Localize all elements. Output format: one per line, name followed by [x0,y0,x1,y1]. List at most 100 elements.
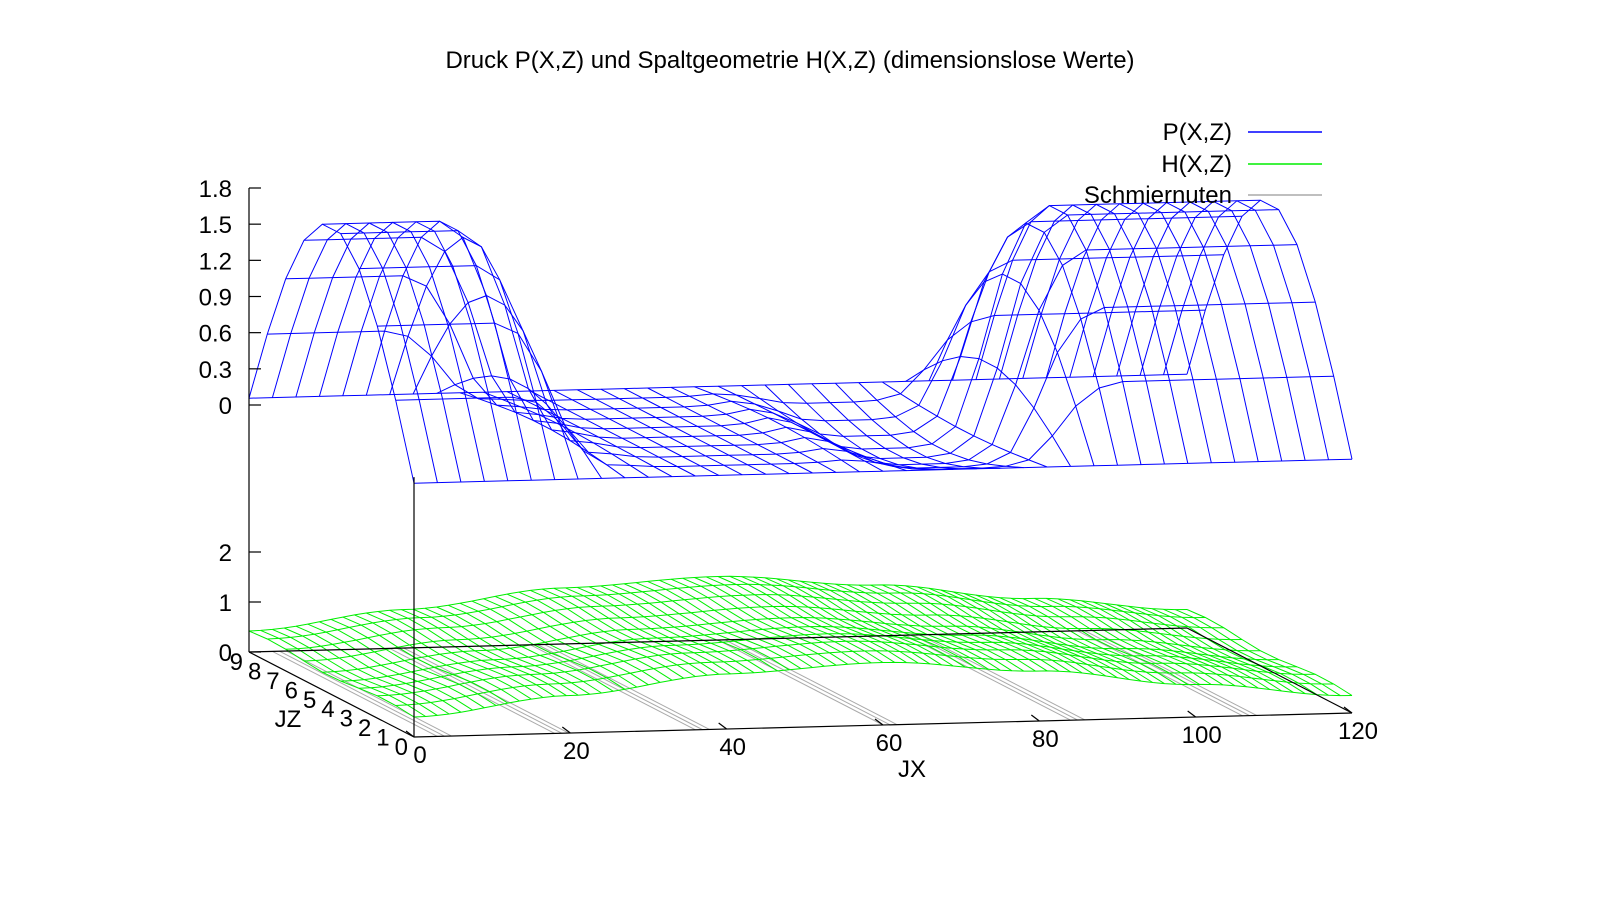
p-wire-col [436,375,603,479]
h-wire-col [600,585,767,673]
h-wire-col [283,627,450,715]
jz-tick-label: 8 [248,658,261,685]
p-wire-col [506,391,673,478]
jx-tick-mark [1343,706,1353,714]
p-wire-col [342,221,509,481]
h-wire-col [623,583,790,671]
p-wire-col [881,381,1048,468]
h-wire-col [577,586,743,674]
p-wire-col [928,273,1095,466]
h-wire-col [295,625,462,713]
p-wire-col [1186,199,1353,460]
p-axis-ticks: 0 0.3 0.6 0.9 1.2 1.5 1.8 [199,176,261,420]
back-floor-edge [248,627,1188,653]
h-wire-col [248,630,415,718]
jx-tick-mark [874,718,884,726]
h-wire-col [436,606,602,694]
h-wire-col [717,576,884,663]
h-wire-col [1081,600,1247,688]
h-wire-col [635,582,802,670]
h-wire-col [319,621,485,709]
groove-line [919,634,1085,721]
h-wire-col [342,616,509,704]
jx-tick-label: 20 [563,738,590,765]
p-wire-col [998,204,1165,465]
jz-tick-label: 4 [321,696,334,723]
p-wire-col [1092,202,1259,462]
h-wire-col [893,584,1060,672]
h-wire-col [881,584,1048,672]
groove-line [403,647,569,734]
p-wire-row [285,254,1224,422]
h-wire-col [354,614,520,702]
h-wire-col [471,600,638,688]
h-wire-col [553,587,720,675]
p-wire-col [248,223,415,484]
legend-label-h: H(X,Z) [1161,151,1232,178]
h-wire-col [1139,607,1306,695]
h-wire-col [366,612,532,700]
h-wire-col [1151,608,1318,696]
z-axis-label: JZ [275,706,302,733]
p-wire-col [764,384,930,471]
h-wire-col [975,594,1142,682]
legend: P(X,Z) H(X,Z) Schmiernuten [1084,119,1322,209]
chart-surfaces [248,199,1353,737]
p-wire-col [1116,201,1283,462]
jx-tick-mark [1030,714,1040,722]
p-tick-label: 0.6 [199,321,232,348]
h-wire-col [389,609,555,697]
h-wire-col [928,587,1095,675]
h-wire-col [952,591,1118,679]
right-floor-edge [1186,627,1353,714]
h-wire-col [764,577,931,665]
p-wire-col [952,222,1118,466]
groove-line [286,650,452,737]
h-tick-label: 1 [219,590,232,617]
p-wire-row [377,301,1316,469]
chart-title: Druck P(X,Z) und Spaltgeometrie H(X,Z) (… [445,47,1134,74]
h-wire-col [905,585,1071,673]
groove-line [544,643,710,730]
h-wire-col [752,576,919,664]
jx-tick-mark [561,726,571,734]
groove-line [912,634,1078,721]
p-tick-label: 0.3 [199,357,232,384]
p-wire-col [1163,200,1329,460]
jz-tick-label: 0 [395,734,408,761]
p-wire-col [670,386,837,473]
jz-tick-label: 1 [376,725,389,752]
h-tick-label: 0 [219,640,232,667]
groove-line [724,639,891,726]
p-wire-col [741,385,907,472]
jz-tick-label: 9 [230,649,243,676]
p-wire-col [1069,202,1236,463]
h-wire-col [377,611,544,698]
jx-tick-label: 100 [1182,722,1222,749]
p-tick-label: 0.9 [199,285,232,312]
p-wire-col [412,295,579,480]
h-wire-col [670,578,837,666]
h-wire-col [506,593,673,681]
h-wire-col [530,589,696,677]
groove-line [279,650,445,737]
h-wire-col [541,588,708,676]
p-wire-col [858,382,1024,469]
h-wire-col [694,577,860,664]
legend-item-p: P(X,Z) [1163,119,1322,146]
p-wire-col [811,383,977,470]
p-wire-col [694,386,860,473]
p-wire-col [530,390,696,477]
h-wire-col [1116,604,1282,692]
h-wire-row [377,640,1316,697]
groove-line [272,650,438,737]
p-wire-col [623,388,790,475]
p-wire-col [975,204,1142,465]
x-axis-label: JX [898,756,926,783]
h-wire-col [799,580,966,668]
h-wire-col [987,596,1153,683]
h-wire-col [706,576,872,664]
